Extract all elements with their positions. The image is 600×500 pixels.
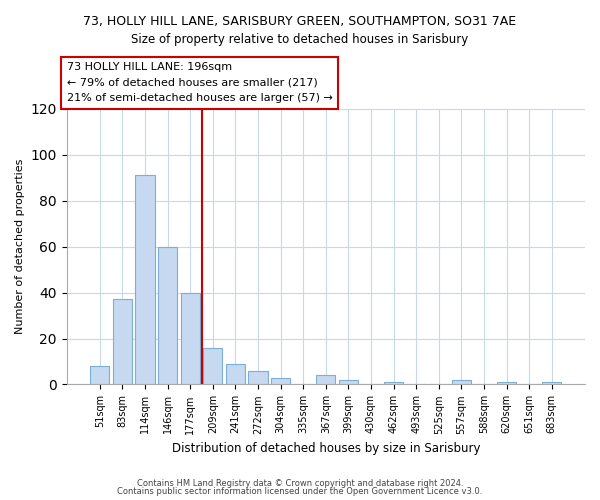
Text: Size of property relative to detached houses in Sarisbury: Size of property relative to detached ho… xyxy=(131,32,469,46)
Bar xyxy=(384,382,403,384)
X-axis label: Distribution of detached houses by size in Sarisbury: Distribution of detached houses by size … xyxy=(172,442,480,455)
Bar xyxy=(158,246,177,384)
Bar xyxy=(452,380,471,384)
Y-axis label: Number of detached properties: Number of detached properties xyxy=(15,159,25,334)
Text: Contains HM Land Registry data © Crown copyright and database right 2024.: Contains HM Land Registry data © Crown c… xyxy=(137,478,463,488)
Bar xyxy=(248,370,268,384)
Bar xyxy=(181,292,200,384)
Bar xyxy=(339,380,358,384)
Bar xyxy=(90,366,109,384)
Text: 73 HOLLY HILL LANE: 196sqm
← 79% of detached houses are smaller (217)
21% of sem: 73 HOLLY HILL LANE: 196sqm ← 79% of deta… xyxy=(67,62,332,104)
Bar xyxy=(497,382,516,384)
Text: Contains public sector information licensed under the Open Government Licence v3: Contains public sector information licen… xyxy=(118,487,482,496)
Text: 73, HOLLY HILL LANE, SARISBURY GREEN, SOUTHAMPTON, SO31 7AE: 73, HOLLY HILL LANE, SARISBURY GREEN, SO… xyxy=(83,15,517,28)
Bar xyxy=(271,378,290,384)
Bar xyxy=(542,382,562,384)
Bar xyxy=(136,176,155,384)
Bar xyxy=(316,376,335,384)
Bar xyxy=(226,364,245,384)
Bar xyxy=(113,300,132,384)
Bar xyxy=(203,348,223,385)
